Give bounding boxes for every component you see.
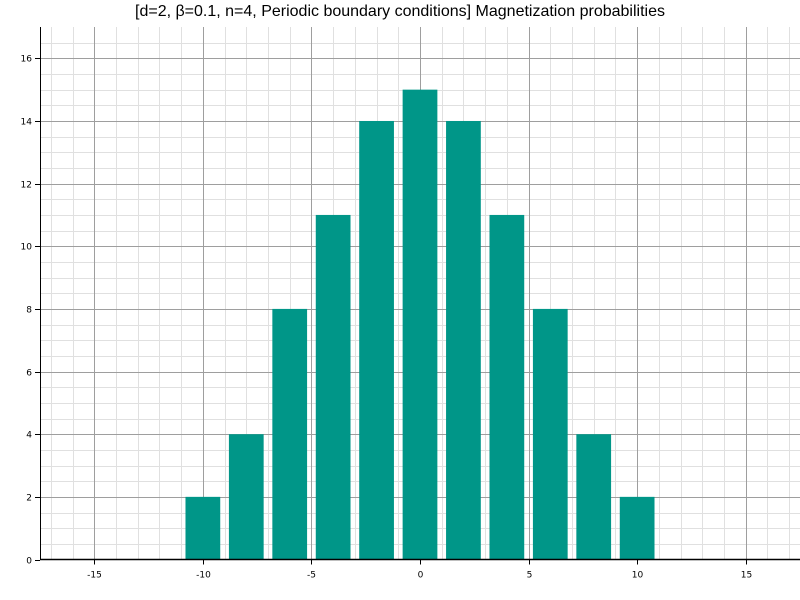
- y-tick-label: 2: [26, 494, 32, 504]
- x-tick-label: -5: [307, 571, 316, 581]
- bar: [446, 120, 481, 560]
- bar: [359, 120, 394, 560]
- y-tick-label: 12: [21, 181, 32, 191]
- bar: [402, 89, 438, 560]
- y-tick-label: 16: [21, 55, 33, 65]
- bar: [532, 308, 568, 560]
- y-axis-ticks: 0 2 4 6 8 10 12 14 16: [21, 55, 40, 567]
- x-tick-label: 15: [741, 571, 752, 581]
- bar: [619, 496, 655, 560]
- y-tick-label: 14: [21, 118, 33, 128]
- bar: [489, 214, 525, 560]
- bars-group: [185, 89, 655, 560]
- y-tick-label: 6: [26, 369, 32, 379]
- x-tick-label: 0: [418, 571, 424, 581]
- y-tick-label: 4: [26, 431, 32, 441]
- x-tick-label: -10: [196, 571, 211, 581]
- x-tick-label: 5: [527, 571, 533, 581]
- x-axis-ticks: -15 -10 -5 0 5 10 15: [87, 559, 752, 581]
- y-tick-label: 10: [21, 243, 33, 253]
- y-tick-label: 8: [26, 306, 32, 316]
- bar: [576, 434, 612, 560]
- bar: [228, 434, 264, 560]
- x-tick-label: -15: [87, 571, 102, 581]
- x-tick-label: 10: [632, 571, 644, 581]
- bar: [272, 308, 308, 560]
- bar: [185, 496, 221, 560]
- bar: [315, 214, 351, 560]
- chart-title: [d=2, β=0.1, n=4, Periodic boundary cond…: [135, 3, 665, 20]
- y-tick-label: 0: [26, 557, 32, 567]
